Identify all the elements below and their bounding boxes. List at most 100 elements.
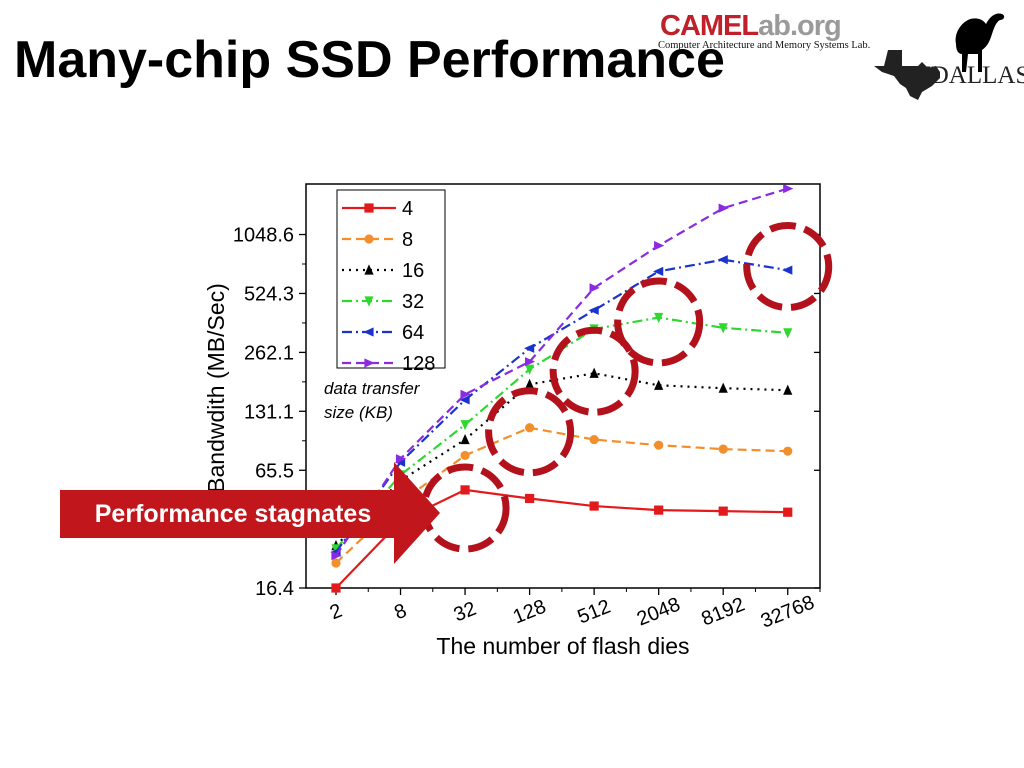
data-point [364,296,374,307]
y-axis-label: Bandwdith (MB/Sec) [203,283,229,493]
data-point [654,312,664,324]
series-line [335,258,788,553]
y-tick-label: 262.1 [244,342,294,364]
series-line [335,187,789,557]
legend-label: 4 [402,198,413,220]
data-point [588,305,599,315]
data-point [783,384,793,395]
data-point [524,378,535,389]
data-point [718,506,728,516]
data-point [524,364,535,375]
y-tick-label: 131.1 [244,401,294,423]
x-axis-label: The number of flash dies [436,633,689,659]
legend-label: 64 [402,322,424,344]
series-128 [331,183,794,561]
data-point [654,379,664,390]
x-tick-label: 32768 [758,591,818,632]
lab-logo: CAMELab.org Computer Architecture and Me… [656,6,1024,106]
data-point [782,265,793,275]
camel-lab-wordmark: CAMELab.org [660,10,842,43]
data-point [524,423,535,433]
data-point [718,203,729,213]
callout-label: Performance stagnates [94,499,372,528]
lab-subtitle: Computer Architecture and Memory Systems… [658,40,871,51]
legend-label: 128 [402,353,435,375]
x-tick-label: 2 [327,600,346,625]
y-tick-label: 16.4 [255,578,294,600]
data-point [718,323,728,334]
legend-entry: 64 [342,322,424,344]
camel-wordmark-lab: ab.org [758,10,842,42]
data-point [364,264,374,275]
data-point [460,389,471,399]
legend-label: 32 [402,291,424,313]
data-point [589,434,599,445]
x-tick-label: 8 [391,600,410,625]
series-layer [330,183,794,593]
data-point [331,551,342,561]
plot-frame [305,183,821,589]
data-point [589,501,599,511]
data-point [783,183,794,194]
data-point [523,343,535,353]
legend: 4 8 16 32 64 128 data transfer size (KB) [324,189,446,422]
data-point [589,283,600,293]
utd-logo-graphics [874,13,1005,100]
data-point [395,454,407,464]
legend-label: 16 [402,260,424,282]
axis-labels: The number of flash dies Bandwdith (MB/Se… [203,283,690,659]
data-point [783,328,793,339]
data-point [654,505,664,515]
data-point [460,450,470,461]
data-point [460,433,470,445]
callout-arrow-path [60,462,440,564]
data-point [331,583,341,593]
data-point [524,357,536,367]
legend-entry: 32 [342,291,424,313]
data-point [783,507,793,517]
data-point [331,544,341,555]
highlight-circle [549,326,639,416]
highlight-circle [743,221,833,311]
legend-box [336,189,446,369]
highlight-circles [420,221,833,553]
legend-label: 8 [402,229,413,251]
data-point [589,367,599,378]
legend-entry: 16 [342,260,424,282]
data-point [783,446,793,456]
data-point [363,327,374,337]
y-tick-label: 524.3 [244,283,294,305]
utd-wordmark-ut: UT [896,62,931,89]
x-tick-label: 2048 [634,593,684,630]
data-point [364,234,374,244]
y-tick-label: 65.5 [255,460,294,482]
legend-title-line2: size (KB) [324,403,393,422]
data-point [654,440,664,450]
x-tick-label: 512 [575,596,614,629]
data-point [460,420,470,431]
legend-entry: 4 [342,198,413,220]
data-point [524,493,535,504]
x-tick-label: 32 [451,598,480,627]
data-point [331,558,341,568]
y-tick-label: 1048.6 [233,225,294,247]
utd-wordmark: UTDALLAS [896,62,1024,90]
data-point [460,485,470,495]
highlight-circle [485,387,575,477]
camel-icon [955,13,1005,72]
x-tick-label: 128 [510,596,549,629]
texas-icon [874,50,940,100]
callout-arrow: Performance stagnates [60,462,440,564]
data-point [654,241,665,251]
callout-arrow-shape [60,462,440,564]
data-point [717,255,728,265]
data-point [364,358,375,368]
data-point [653,266,664,276]
camel-wordmark-camel: CAMEL [660,10,759,42]
utd-wordmark-dallas: DALLAS [930,62,1024,89]
x-tick-label: 8192 [698,593,748,630]
highlight-circle [614,277,704,367]
legend-title-line1: data transfer [324,379,421,398]
plot-border [305,183,821,589]
